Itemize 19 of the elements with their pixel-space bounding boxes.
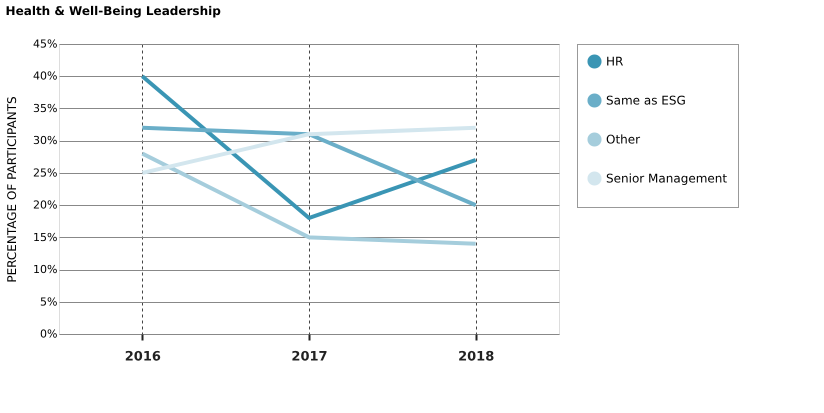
- y-axis-title: PERCENTAGE OF PARTICIPANTS: [5, 96, 20, 283]
- y-tick-label: 10%: [33, 263, 58, 276]
- legend-label: Other: [606, 132, 640, 146]
- y-tick-label: 5%: [40, 295, 58, 308]
- legend-label: Same as ESG: [606, 94, 686, 108]
- y-tick-label: 45%: [33, 38, 58, 50]
- chart-title: Health & Well-Being Leadership: [6, 4, 222, 18]
- legend-label: Senior Management: [606, 172, 728, 186]
- x-tick-label: 2017: [291, 350, 328, 364]
- y-tick-label: 35%: [33, 102, 58, 115]
- y-tick-label: 25%: [33, 166, 58, 180]
- x-tick-label: 2016: [124, 350, 161, 364]
- y-tick-label: 30%: [33, 134, 58, 148]
- y-tick-label: 15%: [33, 230, 58, 244]
- y-tick-label: 20%: [33, 198, 58, 212]
- y-tick-label: 40%: [33, 70, 58, 83]
- x-tick-label: 2018: [458, 350, 494, 364]
- legend-label: HR: [606, 54, 624, 68]
- y-tick-label: 0%: [40, 328, 58, 340]
